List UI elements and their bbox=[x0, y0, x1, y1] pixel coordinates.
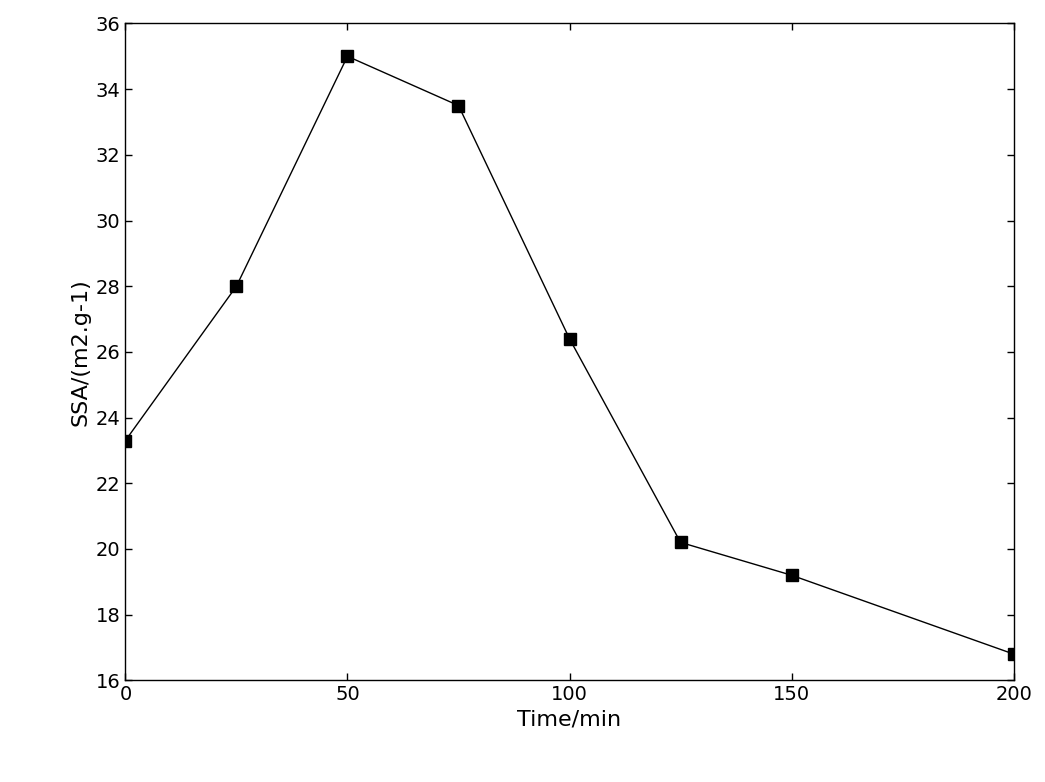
Y-axis label: SSA/(m2.g-1): SSA/(m2.g-1) bbox=[70, 278, 90, 425]
X-axis label: Time/min: Time/min bbox=[517, 710, 622, 730]
